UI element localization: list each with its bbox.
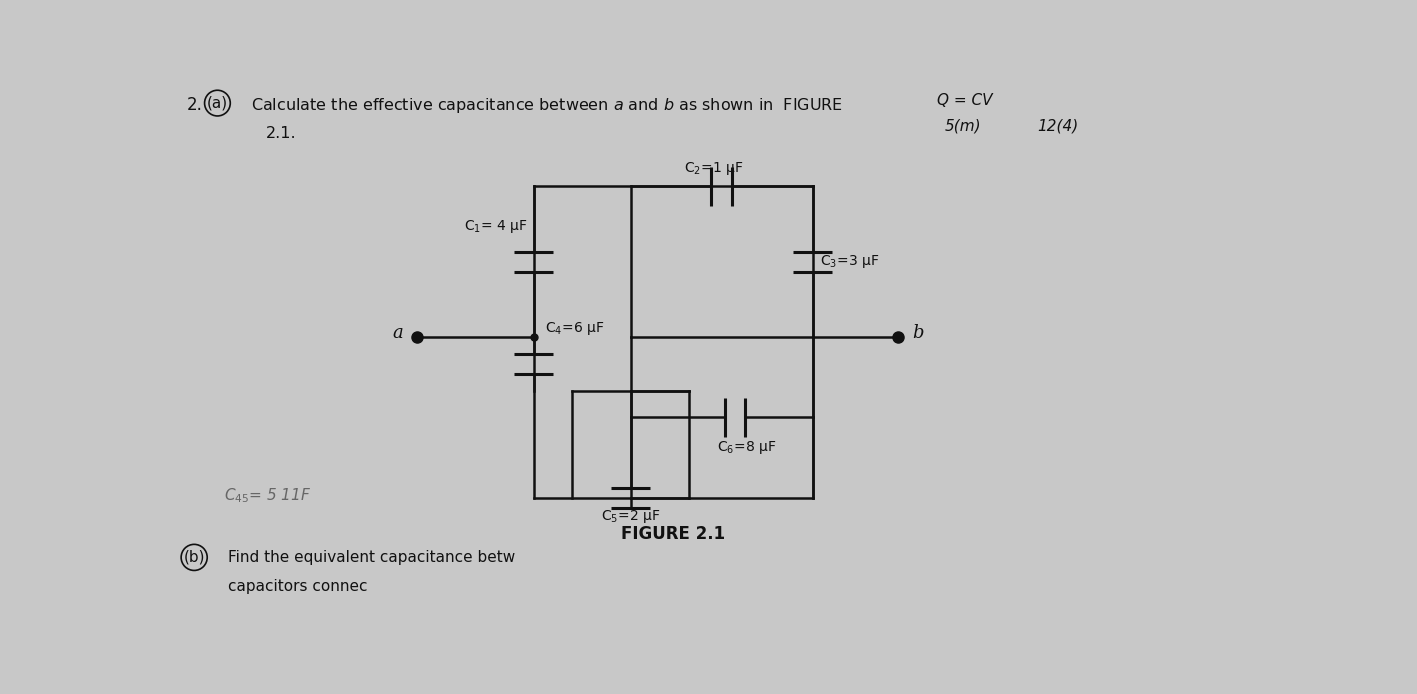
Text: Find the equivalent capacitance betw: Find the equivalent capacitance betw (228, 550, 514, 565)
Text: $C_{45}$= 5 11F: $C_{45}$= 5 11F (224, 486, 310, 505)
Text: a: a (393, 324, 404, 341)
Text: (b): (b) (183, 550, 205, 565)
Text: 2.1.: 2.1. (266, 126, 298, 142)
Text: C$_3$=3 μF: C$_3$=3 μF (820, 253, 880, 270)
Text: 5(m): 5(m) (944, 119, 981, 134)
Text: C$_4$=6 μF: C$_4$=6 μF (546, 320, 605, 337)
Text: 2.: 2. (187, 96, 203, 114)
Text: capacitors connec: capacitors connec (228, 579, 367, 594)
Text: C$_2$=1 μF: C$_2$=1 μF (684, 160, 744, 177)
Text: Calculate the effective capacitance between $\it{a}$ and $\it{b}$ as shown in  F: Calculate the effective capacitance betw… (251, 96, 843, 115)
Text: C$_6$=8 μF: C$_6$=8 μF (717, 439, 777, 456)
Text: Q = CV: Q = CV (937, 92, 992, 108)
Text: C$_1$= 4 μF: C$_1$= 4 μF (463, 218, 527, 235)
Text: b: b (911, 324, 924, 341)
Text: (a): (a) (207, 96, 228, 110)
Text: C$_5$=2 μF: C$_5$=2 μF (601, 507, 660, 525)
Text: FIGURE 2.1: FIGURE 2.1 (621, 525, 726, 543)
Text: 12(4): 12(4) (1037, 119, 1078, 134)
